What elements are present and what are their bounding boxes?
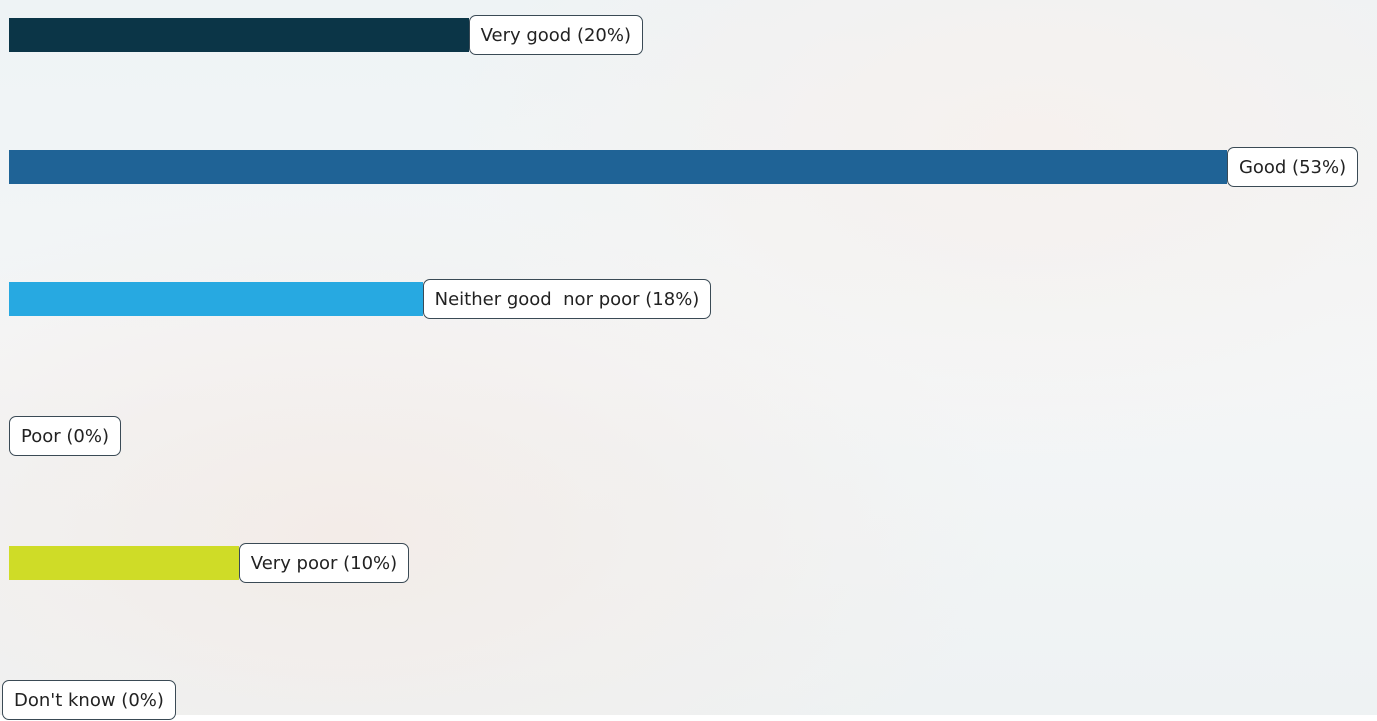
bar	[9, 18, 469, 52]
value-label: Very good (20%)	[469, 15, 643, 55]
value-label: Poor (0%)	[9, 416, 121, 456]
value-label: Don't know (0%)	[2, 680, 176, 720]
value-label: Neither good nor poor (18%)	[423, 279, 712, 319]
chart: Very good (20%) Good (53%) Neither good no…	[0, 0, 1377, 715]
value-label: Very poor (10%)	[239, 543, 409, 583]
bar	[9, 546, 239, 580]
bar	[9, 282, 423, 316]
bar	[9, 150, 1227, 184]
value-label: Good (53%)	[1227, 147, 1358, 187]
